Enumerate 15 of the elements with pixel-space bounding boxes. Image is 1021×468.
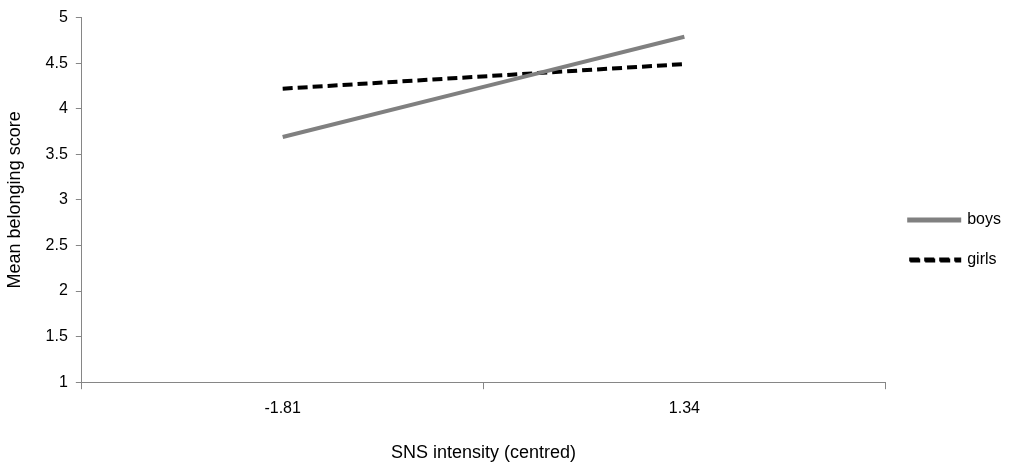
y-tick-label: 4.5 (45, 53, 68, 71)
y-tick-label: 2 (58, 281, 68, 299)
legend-label: girls (967, 250, 997, 268)
y-tick-label: 3 (58, 190, 68, 208)
x-tick-label: -1.81 (264, 399, 302, 417)
x-axis-title: SNS intensity (centred) (390, 442, 577, 463)
y-tick-label: 4 (58, 99, 68, 117)
y-axis-title: Mean belonging score (3, 111, 24, 289)
x-tick-label: 1.34 (668, 399, 701, 417)
y-tick-label: 1 (58, 372, 68, 390)
legend-label: boys (967, 210, 1001, 228)
y-tick-label: 3.5 (45, 144, 68, 162)
y-tick-label: 5 (58, 8, 68, 26)
y-tick-label: 1.5 (45, 327, 68, 345)
y-tick-label: 2.5 (45, 235, 68, 253)
